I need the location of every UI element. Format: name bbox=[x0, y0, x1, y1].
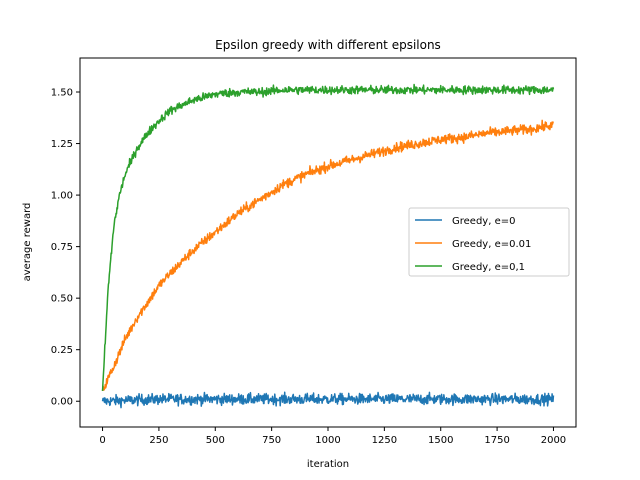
x-tick-label: 750 bbox=[262, 435, 281, 446]
legend-box bbox=[408, 207, 570, 277]
x-tick-label: 1750 bbox=[484, 435, 509, 446]
x-tick-label: 500 bbox=[206, 435, 225, 446]
x-tick-label: 2000 bbox=[541, 435, 566, 446]
legend: Greedy, e=0 Greedy, e=0.01 Greedy, e=0,1 bbox=[408, 207, 570, 277]
x-tick-label: 0 bbox=[99, 435, 105, 446]
series-layer bbox=[101, 83, 555, 409]
legend-label: Greedy, e=0.01 bbox=[452, 239, 531, 250]
y-tick-label: 0.75 bbox=[51, 242, 73, 253]
y-tick-label: 1.00 bbox=[51, 191, 73, 202]
series-line-1 bbox=[101, 391, 555, 409]
x-tick-label: 250 bbox=[149, 435, 168, 446]
y-tick-label: 0.50 bbox=[51, 294, 73, 305]
x-axis-label: iteration bbox=[307, 459, 349, 470]
legend-label: Greedy, e=0 bbox=[452, 216, 515, 227]
x-axis-ticks: 0 250 500 750 1000 1250 1500 1750 2000 bbox=[99, 427, 566, 446]
x-tick-label: 1250 bbox=[372, 435, 397, 446]
series-line-2 bbox=[101, 119, 555, 391]
y-axis-label: average reward bbox=[22, 203, 33, 282]
series-line-3 bbox=[101, 83, 555, 391]
legend-label: Greedy, e=0,1 bbox=[452, 262, 525, 273]
y-tick-label: 1.50 bbox=[51, 88, 73, 99]
x-tick-label: 1500 bbox=[428, 435, 453, 446]
y-tick-label: 1.25 bbox=[51, 139, 73, 150]
y-tick-label: 0.25 bbox=[51, 345, 73, 356]
x-tick-label: 1000 bbox=[315, 435, 340, 446]
y-tick-label: 0.00 bbox=[51, 397, 73, 408]
y-axis-ticks: 0.00 0.25 0.50 0.75 1.00 1.25 1.50 bbox=[51, 88, 80, 408]
chart-title: Epsilon greedy with different epsilons bbox=[215, 38, 441, 52]
